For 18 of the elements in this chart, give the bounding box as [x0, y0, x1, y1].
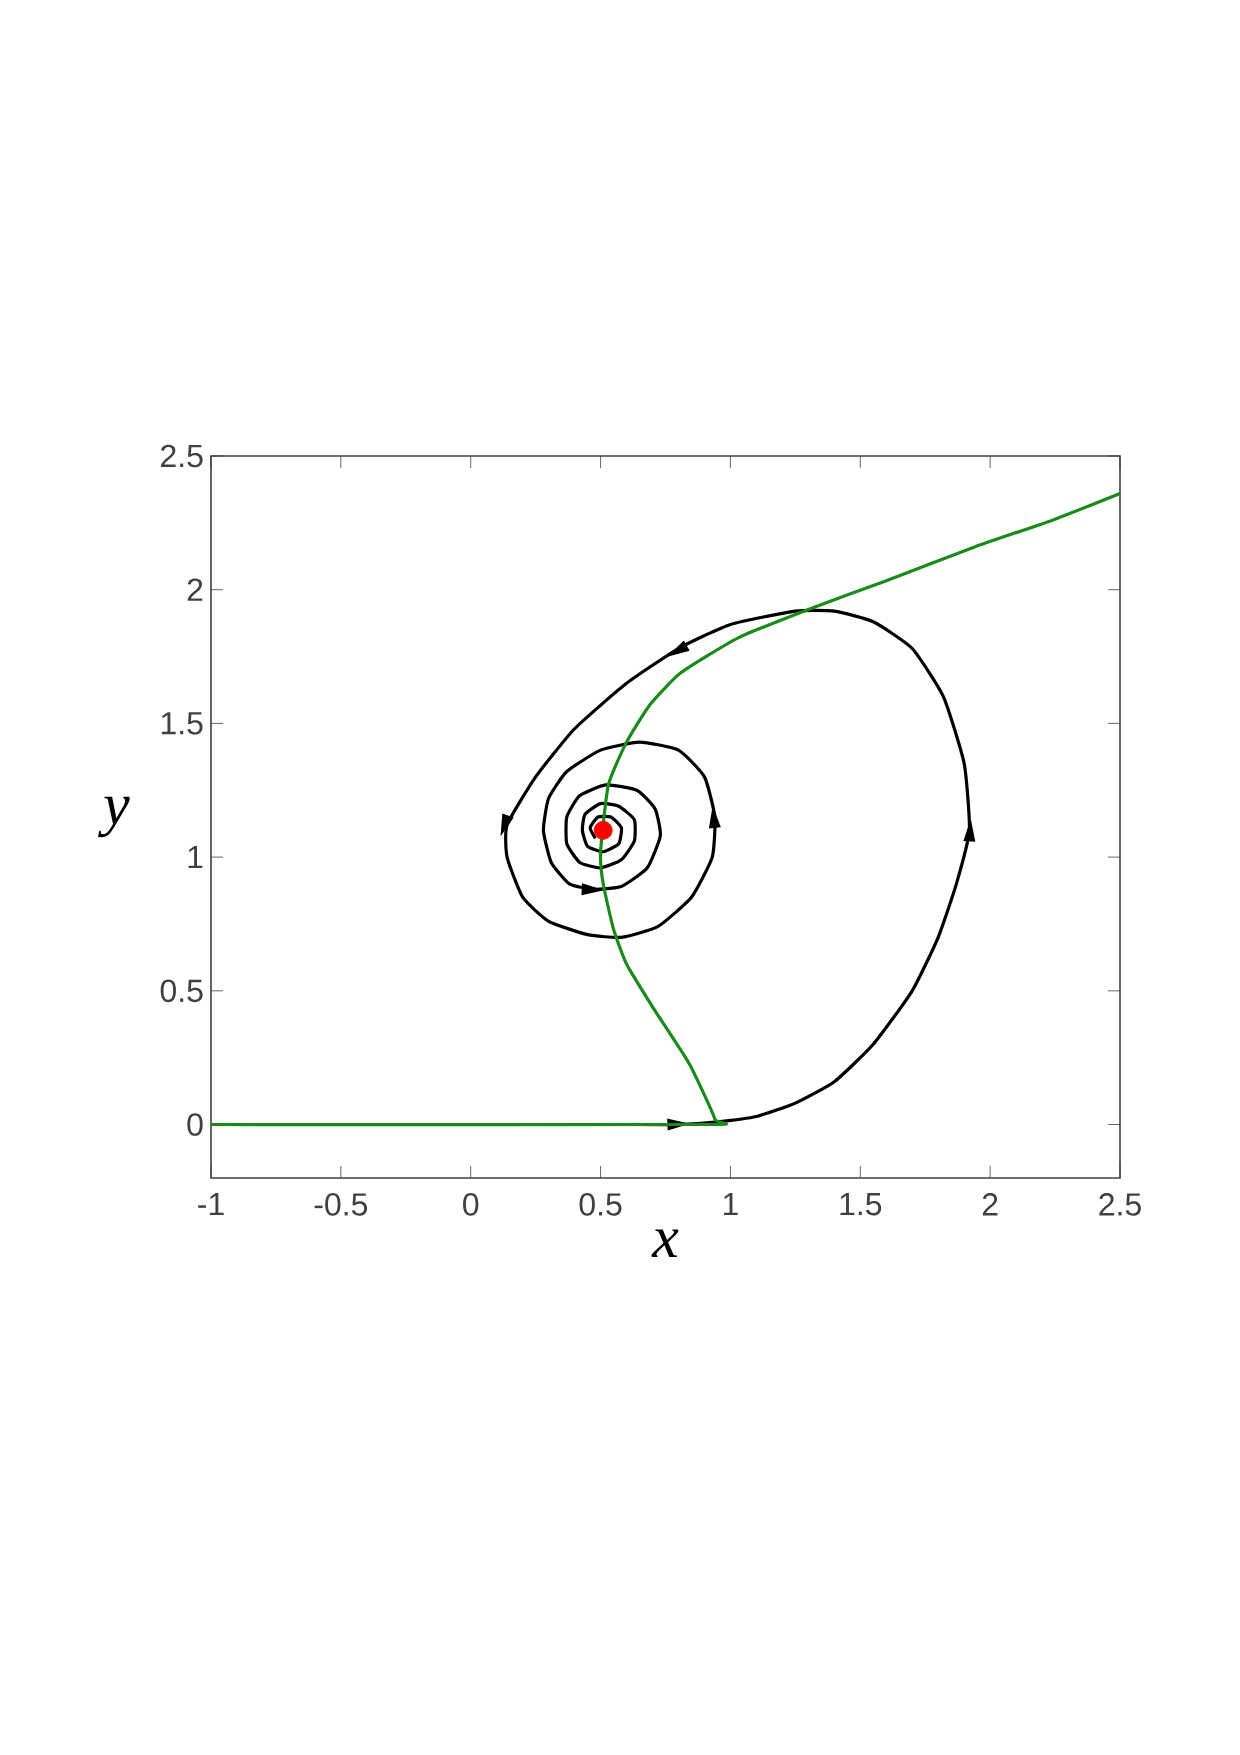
y-tick-label: 1 — [188, 846, 203, 869]
y-tick-label: 2 — [187, 578, 203, 601]
y-tick-label: 0.5 — [160, 979, 203, 1003]
x-tick-label: 1.5 — [840, 1193, 882, 1216]
point — [593, 820, 613, 840]
y-tick-label: 2.5 — [161, 444, 203, 468]
x-tick-label: 0 — [463, 1193, 479, 1216]
x-tick-label: 0.5 — [579, 1193, 622, 1216]
x-axis-title: x — [651, 1229, 679, 1257]
x-tick-label: -1 — [198, 1193, 224, 1216]
y-tick-label: 0 — [187, 1113, 203, 1136]
x-tick-label: 1 — [723, 1193, 738, 1216]
x-tick-label: -0.5 — [314, 1193, 368, 1216]
y-tick-label: 1.5 — [161, 712, 203, 735]
y-axis-title: y — [98, 796, 130, 838]
x-tick-label: 2 — [982, 1193, 998, 1216]
line-series — [211, 491, 1121, 1127]
x-tick-label: 2.5 — [1099, 1193, 1141, 1216]
